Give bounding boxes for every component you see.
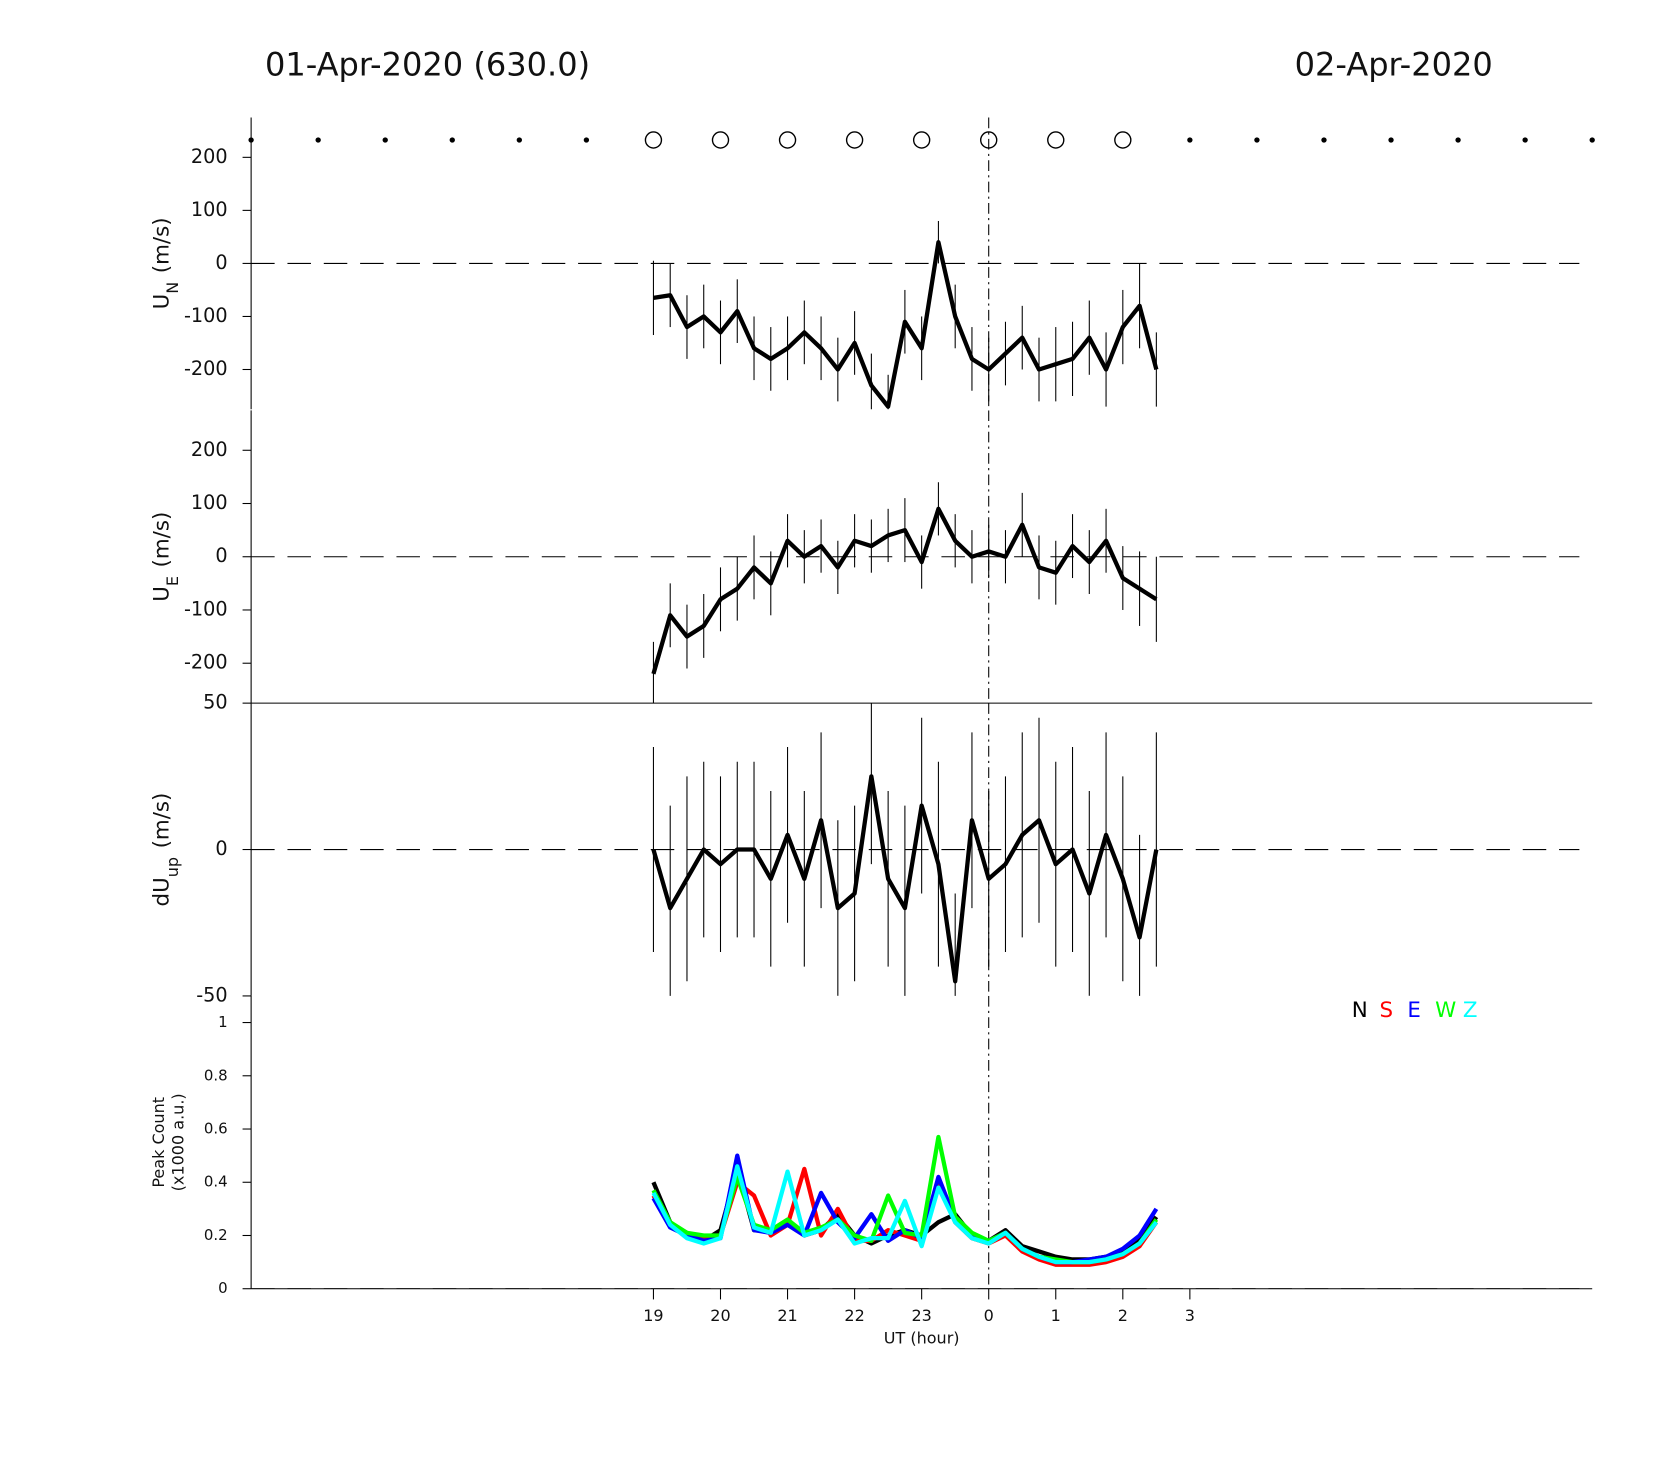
- marker-circle: [778, 131, 797, 149]
- y-label-sub: E: [163, 576, 182, 586]
- y-tick-label: 0: [215, 837, 227, 860]
- y-tick-label: 0.2: [204, 1226, 228, 1244]
- y-tick-label: 0.4: [204, 1173, 228, 1191]
- series-line: [651, 1164, 1159, 1265]
- x-tick-label: 20: [710, 1306, 730, 1325]
- marker-dot: [1388, 137, 1394, 143]
- x-tick-label: 21: [777, 1306, 797, 1325]
- y-label-main: U: [149, 586, 174, 602]
- y-tick-label: -100: [184, 304, 228, 327]
- y-tick-label: 1: [218, 1013, 228, 1031]
- marker-circle: [845, 131, 864, 149]
- x-axis-label: UT (hour): [884, 1328, 960, 1347]
- marker-dot: [315, 137, 321, 143]
- y-label-main: U: [149, 294, 174, 310]
- panel: [251, 703, 1580, 996]
- y-label-sub: up: [163, 857, 182, 877]
- y-tick-label: 0.8: [204, 1066, 228, 1084]
- y-label-unit: (m/s): [149, 512, 174, 568]
- marker-circle: [1114, 131, 1132, 149]
- y-axis-label: UN (m/s): [149, 217, 181, 309]
- y-label-sub: N: [163, 282, 182, 294]
- marker-dot: [516, 137, 523, 143]
- x-tick-label: 22: [844, 1306, 864, 1325]
- marker-dot: [1455, 137, 1461, 143]
- y-tick-label: 50: [203, 691, 227, 714]
- marker-dot: [1589, 137, 1595, 143]
- y-axis-label: dUup (m/s): [149, 793, 181, 907]
- y-tick-label: 0: [218, 1279, 228, 1297]
- y-tick-label: 200: [191, 438, 228, 461]
- x-tick-label: 2: [1118, 1306, 1128, 1325]
- y-axis-label: UE (m/s): [149, 512, 181, 602]
- y-tick-label: -200: [184, 651, 228, 674]
- y-tick-label: 100: [191, 491, 228, 514]
- y-tick-label: -200: [184, 357, 228, 380]
- title-right: 02-Apr-2020: [1295, 45, 1493, 83]
- y-tick-label: 0: [215, 251, 227, 274]
- y-tick-label: 0: [215, 544, 227, 567]
- marker-dot: [1522, 137, 1528, 143]
- marker-circle: [912, 131, 931, 149]
- y-tick-label: -50: [196, 983, 227, 1006]
- data-line: [651, 506, 1158, 675]
- y-label-main: dU: [149, 877, 174, 906]
- x-tick-label: 23: [911, 1306, 931, 1325]
- legend-entry: Z: [1463, 998, 1478, 1023]
- y-axis-label-line: (x1000 a.u.): [168, 1093, 187, 1191]
- y-label-unit: (m/s): [149, 217, 174, 273]
- legend-entry: W: [1435, 998, 1456, 1023]
- marker-dot: [1187, 137, 1193, 143]
- y-tick-label: 0.6: [204, 1120, 228, 1138]
- x-tick-label: 1: [1051, 1306, 1061, 1325]
- title-left: 01-Apr-2020 (630.0): [265, 45, 590, 83]
- panel: [251, 410, 1580, 704]
- legend-entry: N: [1352, 998, 1368, 1023]
- panel: [251, 117, 1580, 410]
- y-tick-label: 200: [191, 145, 228, 168]
- panel: [251, 995, 1580, 1289]
- x-tick-label: 0: [984, 1306, 994, 1325]
- y-label-unit: (m/s): [149, 793, 174, 849]
- y-tick-label: 100: [191, 198, 228, 221]
- marker-dot: [382, 137, 388, 143]
- marker-dot: [1321, 137, 1327, 143]
- marker-circle: [644, 131, 663, 149]
- marker-circle: [711, 131, 730, 149]
- marker-dot: [1254, 137, 1260, 143]
- data-line: [653, 240, 1159, 409]
- x-tick-label: 19: [643, 1306, 663, 1325]
- y-tick-label: -100: [184, 597, 228, 620]
- legend-entry: S: [1380, 998, 1394, 1023]
- y-axis-label: Peak Count(x1000 a.u.): [149, 1093, 187, 1191]
- x-tick-label: 3: [1185, 1306, 1195, 1325]
- data-line: [651, 774, 1159, 984]
- marker-dot: [583, 137, 590, 143]
- marker-dot: [449, 137, 455, 143]
- marker-circle: [1047, 131, 1065, 149]
- series-line: [651, 1166, 1159, 1267]
- y-axis-label-line: Peak Count: [149, 1097, 168, 1188]
- legend-entry: E: [1407, 998, 1421, 1023]
